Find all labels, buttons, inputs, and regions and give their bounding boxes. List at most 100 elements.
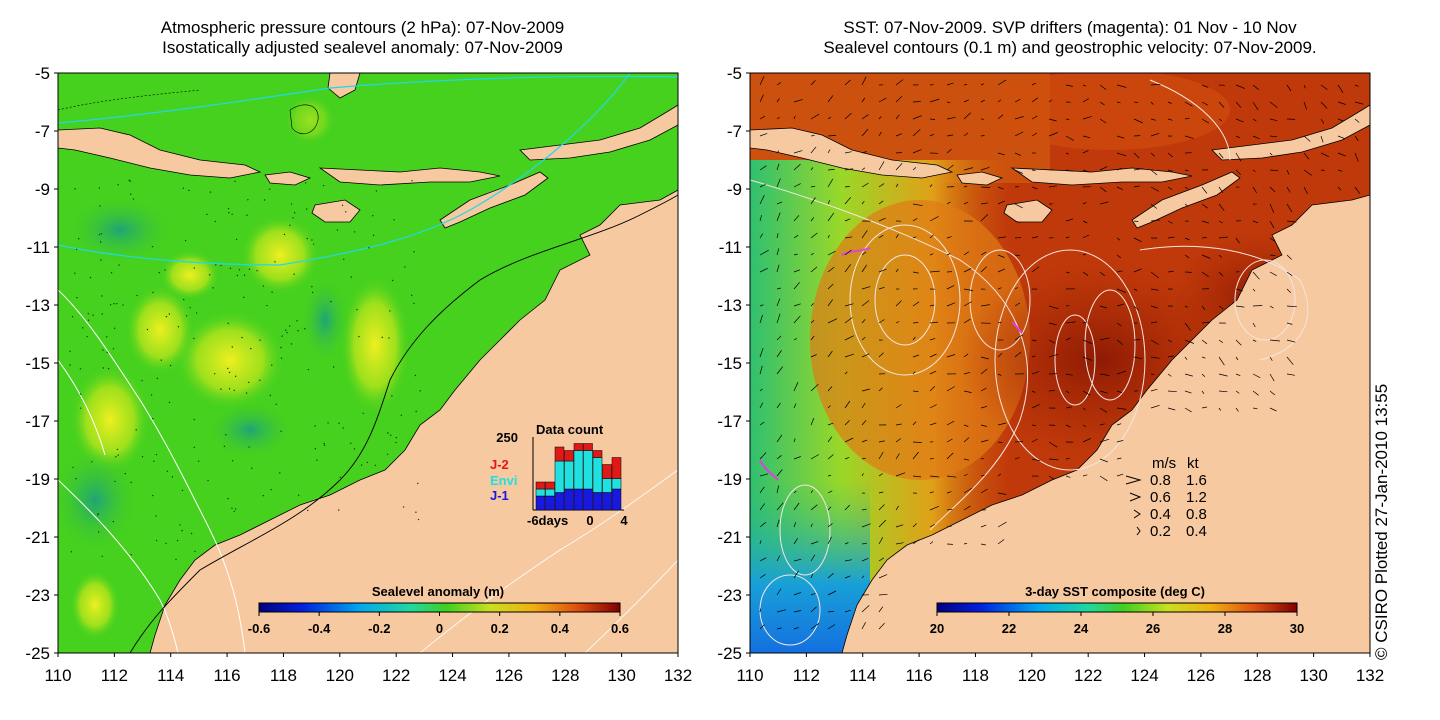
- velocity-arrow: [980, 304, 990, 307]
- velocity-arrow: [793, 438, 796, 443]
- velocity-arrow: [1065, 424, 1071, 428]
- velocity-arrow: [895, 133, 903, 137]
- stipple-dot: [262, 494, 265, 497]
- velocity-arrow: [1201, 373, 1206, 378]
- velocity-arrow: [1167, 186, 1173, 190]
- stipple-dot: [99, 241, 102, 243]
- velocity-arrow: [1286, 271, 1293, 276]
- velocity-arrow: [810, 541, 819, 545]
- velocity-arrow: [1218, 407, 1221, 411]
- velocity-arrow: [912, 149, 922, 154]
- velocity-arrow: [759, 194, 765, 205]
- velocity-arrow: [810, 335, 815, 341]
- velocity-arrow: [912, 167, 917, 171]
- velocity-arrow: [1031, 404, 1040, 409]
- stipple-dot: [332, 366, 335, 368]
- velocity-arrow: [759, 503, 766, 511]
- x-tick-label: 114: [157, 666, 184, 685]
- velocity-arrow: [997, 236, 1006, 239]
- velocity-arrow: [1150, 118, 1156, 121]
- velocity-arrow: [759, 473, 769, 477]
- velocity-arrow: [980, 439, 989, 443]
- velocity-arrow: [759, 133, 768, 137]
- y-tick-label: -15: [25, 354, 50, 373]
- velocity-arrow: [1201, 305, 1206, 310]
- stipple-dot: [114, 480, 116, 483]
- velocity-arrow: [878, 440, 885, 443]
- inset-bar-j1: [602, 492, 612, 511]
- velocity-arrow: [1252, 169, 1256, 172]
- stipple-dot: [97, 531, 100, 533]
- velocity-arrow: [827, 199, 831, 205]
- velocity-arrow: [878, 504, 885, 511]
- velocity-legend-arrow: [1129, 492, 1142, 502]
- velocity-arrow: [912, 203, 923, 207]
- x-tick-label: 110: [44, 666, 71, 685]
- stipple-dot: [388, 337, 390, 339]
- velocity-arrow: [1201, 254, 1211, 259]
- velocity-arrow: [759, 574, 766, 579]
- velocity-arrow: [980, 543, 986, 546]
- velocity-arrow: [1133, 152, 1140, 159]
- y-tick-label: -7: [35, 122, 50, 141]
- stipple-dot: [155, 515, 157, 517]
- velocity-arrow: [980, 356, 989, 360]
- velocity-arrow: [1014, 98, 1021, 103]
- velocity-arrow: [1014, 116, 1024, 120]
- velocity-arrow: [1099, 390, 1108, 394]
- stipple-dot: [231, 507, 233, 509]
- velocity-arrow: [861, 182, 869, 188]
- stipple-dot: [156, 377, 159, 380]
- velocity-arrow: [861, 336, 866, 341]
- velocity-arrow: [827, 474, 832, 477]
- x-tick-label: 124: [1130, 666, 1158, 685]
- velocity-arrow: [912, 129, 921, 137]
- stipple-dot: [372, 215, 374, 217]
- y-tick-label: -21: [717, 528, 742, 547]
- sla-anomaly-blobs: [58, 95, 410, 640]
- velocity-arrow: [997, 521, 1007, 528]
- velocity-arrow: [1099, 101, 1105, 106]
- stipple-dot: [169, 364, 172, 367]
- colorbar-tick-label: 0.6: [611, 621, 629, 636]
- velocity-arrow: [895, 505, 899, 511]
- velocity-arrow: [1269, 356, 1273, 361]
- velocity-arrow: [980, 524, 987, 528]
- stipple-dot: [206, 213, 208, 216]
- velocity-arrow: [1337, 101, 1346, 105]
- stipple-dot: [185, 315, 188, 317]
- stipple-dot: [146, 328, 149, 331]
- velocity-arrow: [759, 76, 765, 86]
- stipple-dot: [307, 509, 309, 512]
- velocity-arrow: [929, 524, 935, 528]
- velocity-arrow: [1065, 169, 1073, 172]
- velocity-arrow: [1031, 236, 1039, 239]
- stipple-dot: [189, 306, 191, 309]
- velocity-arrow: [963, 458, 970, 461]
- velocity-arrow: [1167, 355, 1175, 358]
- velocity-arrow: [810, 623, 820, 630]
- velocity-arrow: [1269, 203, 1275, 214]
- velocity-arrow: [776, 609, 787, 613]
- velocity-arrow: [878, 200, 884, 205]
- velocity-arrow: [1320, 118, 1325, 124]
- inset-bar-j1: [611, 488, 622, 511]
- stipple-dot: [375, 190, 378, 192]
- velocity-arrow: [810, 266, 818, 273]
- stipple-dot: [393, 219, 395, 221]
- stipple-dot: [234, 375, 237, 377]
- velocity-arrow: [1218, 305, 1224, 310]
- velocity-arrow: [827, 250, 836, 256]
- velocity-arrow: [1218, 203, 1225, 211]
- stipple-dot: [251, 467, 253, 469]
- velocity-arrow: [827, 405, 831, 409]
- velocity-arrow: [997, 539, 1005, 545]
- stipple-dot: [165, 542, 167, 545]
- velocity-arrow: [1269, 254, 1276, 256]
- stipple-dot: [231, 460, 234, 462]
- velocity-arrow: [759, 267, 768, 273]
- velocity-arrow: [1320, 135, 1324, 143]
- velocity-arrow: [810, 134, 815, 137]
- velocity-arrow: [1201, 101, 1208, 106]
- velocity-arrow: [895, 404, 902, 409]
